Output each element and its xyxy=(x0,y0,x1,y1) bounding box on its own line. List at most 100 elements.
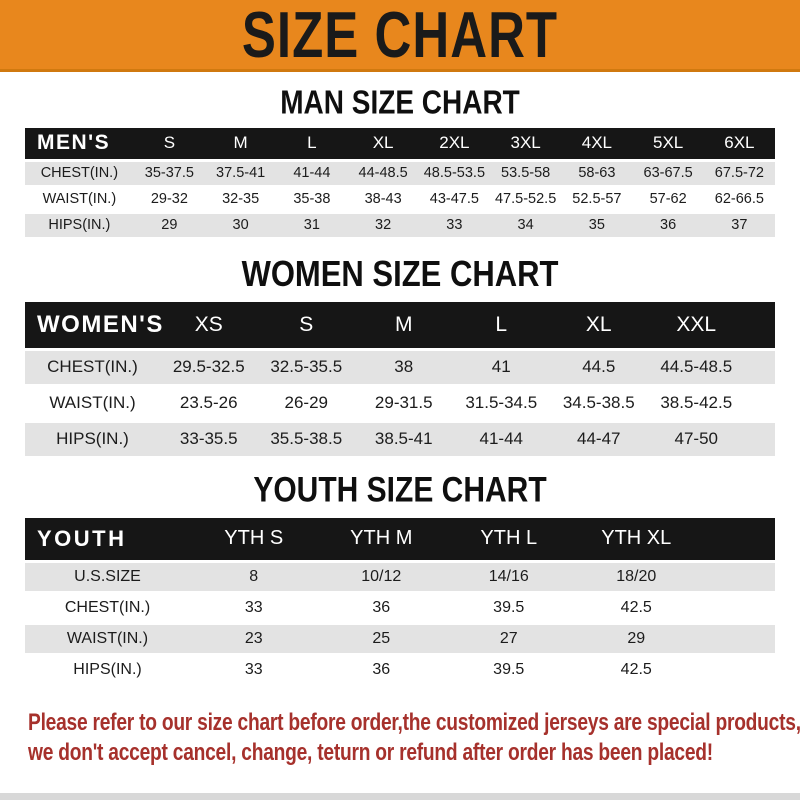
size-cell: 52.5-57 xyxy=(572,191,622,208)
table-row: HIPS(IN.) 33 36 39.5 42.5 xyxy=(25,655,775,684)
column-header: 5XL xyxy=(653,133,684,153)
table-header-row: MEN'S S M L XL 2XL 3XL 4XL 5XL 6XL xyxy=(25,127,775,159)
size-cell: 41-44 xyxy=(293,165,331,182)
table-row: U.S.SIZE 8 10/12 14/16 18/20 xyxy=(25,562,775,591)
size-cell: 38-43 xyxy=(364,191,402,208)
section-heading-wrap: WOMEN SIZE CHART xyxy=(0,240,800,302)
size-cell: 37.5-41 xyxy=(216,165,266,182)
size-cell: 35.5-38.5 xyxy=(270,429,343,449)
column-header: YTH S xyxy=(224,527,284,550)
section-heading-wrap: YOUTH SIZE CHART xyxy=(0,459,800,518)
size-cell: 41 xyxy=(491,357,511,377)
size-cell: 39.5 xyxy=(493,598,525,616)
size-cell: 33 xyxy=(244,660,263,678)
size-cell: 62-66.5 xyxy=(714,191,764,208)
table-row: HIPS(IN.) 29 30 31 32 33 34 35 36 37 xyxy=(25,213,775,237)
size-table: YOUTH YTH S YTH M YTH L YTH XL U.S.SIZE 8 10/12… xyxy=(25,517,775,684)
section-heading: WOMEN SIZE CHART xyxy=(241,252,559,294)
size-cell: 35 xyxy=(588,217,605,234)
size-cell: 33 xyxy=(244,598,263,616)
table-row: WAIST(IN.) 29-32 32-35 35-38 38-43 43-47.5 47.… xyxy=(25,187,775,211)
size-table: WOMEN'S XS S M L XL XXL CHEST(IN.) 29.5-32.5 32.5… xyxy=(25,301,775,456)
size-cell: 34.5-38.5 xyxy=(562,393,635,413)
column-header: M xyxy=(233,133,248,153)
size-cell: 36 xyxy=(660,217,677,234)
size-cell: 42.5 xyxy=(620,598,652,616)
column-header: 3XL xyxy=(510,133,541,153)
table-row: WAIST(IN.) 23.5-26 26-29 29-31.5 31.5-34.5 34… xyxy=(25,386,775,420)
size-cell: 23.5-26 xyxy=(179,393,238,413)
column-header: XL xyxy=(585,312,612,336)
size-cell: 44.5-48.5 xyxy=(660,357,733,377)
row-label: HIPS(IN.) xyxy=(48,217,111,234)
size-cell: 48.5-53.5 xyxy=(423,165,486,182)
size-cell: 33-35.5 xyxy=(179,429,238,449)
bottom-divider xyxy=(0,793,800,800)
size-cell: 31 xyxy=(303,217,320,234)
size-cell: 41-44 xyxy=(479,429,523,449)
size-cell: 58-63 xyxy=(578,165,616,182)
size-cell: 34 xyxy=(517,217,534,234)
section-1: WOMEN SIZE CHART WOMEN'S XS S M L XL XXL CHEST(I… xyxy=(0,240,800,456)
column-header: 6XL xyxy=(724,133,755,153)
size-cell: 35-38 xyxy=(293,191,331,208)
row-label: WAIST(IN.) xyxy=(42,191,117,208)
size-cell: 47.5-52.5 xyxy=(494,191,557,208)
size-cell: 29-31.5 xyxy=(374,393,433,413)
size-cell: 39.5 xyxy=(493,660,525,678)
table-row: HIPS(IN.) 33-35.5 35.5-38.5 38.5-41 41-44 44-… xyxy=(25,422,775,456)
size-cell: 8 xyxy=(249,567,259,585)
order-note-line-2: we don't accept cancel, change, teturn o… xyxy=(28,738,713,766)
size-cell: 25 xyxy=(372,629,391,647)
row-label: CHEST(IN.) xyxy=(40,165,119,182)
section-2: YOUTH SIZE CHART YOUTH YTH S YTH M YTH L YTH … xyxy=(0,459,800,684)
table-header-label: WOMEN'S xyxy=(37,310,164,338)
size-cell: 32-35 xyxy=(222,191,260,208)
section-heading-wrap: MAN SIZE CHART xyxy=(0,72,800,128)
table-row: CHEST(IN.) 29.5-32.5 32.5-35.5 38 41 44.5 44.5… xyxy=(25,350,775,384)
size-cell: 38 xyxy=(394,357,414,377)
size-cell: 14/16 xyxy=(488,567,529,585)
size-cell: 32 xyxy=(375,217,392,234)
column-header: L xyxy=(495,312,508,336)
size-cell: 44.5 xyxy=(582,357,616,377)
table-row: CHEST(IN.) 35-37.5 37.5-41 41-44 44-48.5 48.5… xyxy=(25,161,775,185)
table-row: WAIST(IN.) 23 25 27 29 xyxy=(25,624,775,653)
size-cell: 38.5-42.5 xyxy=(660,393,733,413)
table-header-row: YOUTH YTH S YTH M YTH L YTH XL xyxy=(25,517,775,560)
size-cell: 29-32 xyxy=(150,191,188,208)
column-header: XL xyxy=(372,133,394,153)
size-cell: 29.5-32.5 xyxy=(172,357,245,377)
size-cell: 53.5-58 xyxy=(501,165,551,182)
column-header: YTH L xyxy=(480,527,538,550)
banner-title: SIZE CHART xyxy=(241,0,559,71)
size-chart-banner: SIZE CHART xyxy=(0,0,800,72)
column-header: M xyxy=(395,312,413,336)
size-cell: 18/20 xyxy=(616,567,657,585)
column-header: XS xyxy=(194,312,223,336)
size-table: MEN'S S M L XL 2XL 3XL 4XL 5XL 6XL CHEST(IN.) 35-37… xyxy=(25,127,775,237)
column-header: L xyxy=(307,133,317,153)
table-row: CHEST(IN.) 33 36 39.5 42.5 xyxy=(25,593,775,622)
table-header-label: YOUTH xyxy=(37,525,127,551)
size-cell: 32.5-35.5 xyxy=(270,357,343,377)
size-cell: 36 xyxy=(372,598,391,616)
column-header: YTH XL xyxy=(601,527,672,550)
table-header-label: MEN'S xyxy=(37,131,111,155)
size-cell: 47-50 xyxy=(674,429,718,449)
row-label: CHEST(IN.) xyxy=(47,357,138,377)
row-label: U.S.SIZE xyxy=(74,567,141,585)
section-heading: MAN SIZE CHART xyxy=(280,84,520,121)
row-label: HIPS(IN.) xyxy=(73,660,142,678)
column-header: S xyxy=(163,133,176,153)
size-cell: 29 xyxy=(627,629,646,647)
size-cell: 57-62 xyxy=(649,191,687,208)
size-cell: 36 xyxy=(372,660,391,678)
column-header: 2XL xyxy=(439,133,470,153)
size-cell: 29 xyxy=(161,217,178,234)
size-cell: 23 xyxy=(244,629,263,647)
size-cell: 35-37.5 xyxy=(144,165,194,182)
size-cell: 44-47 xyxy=(577,429,621,449)
section-heading: YOUTH SIZE CHART xyxy=(253,470,547,510)
column-header: YTH M xyxy=(350,527,413,550)
